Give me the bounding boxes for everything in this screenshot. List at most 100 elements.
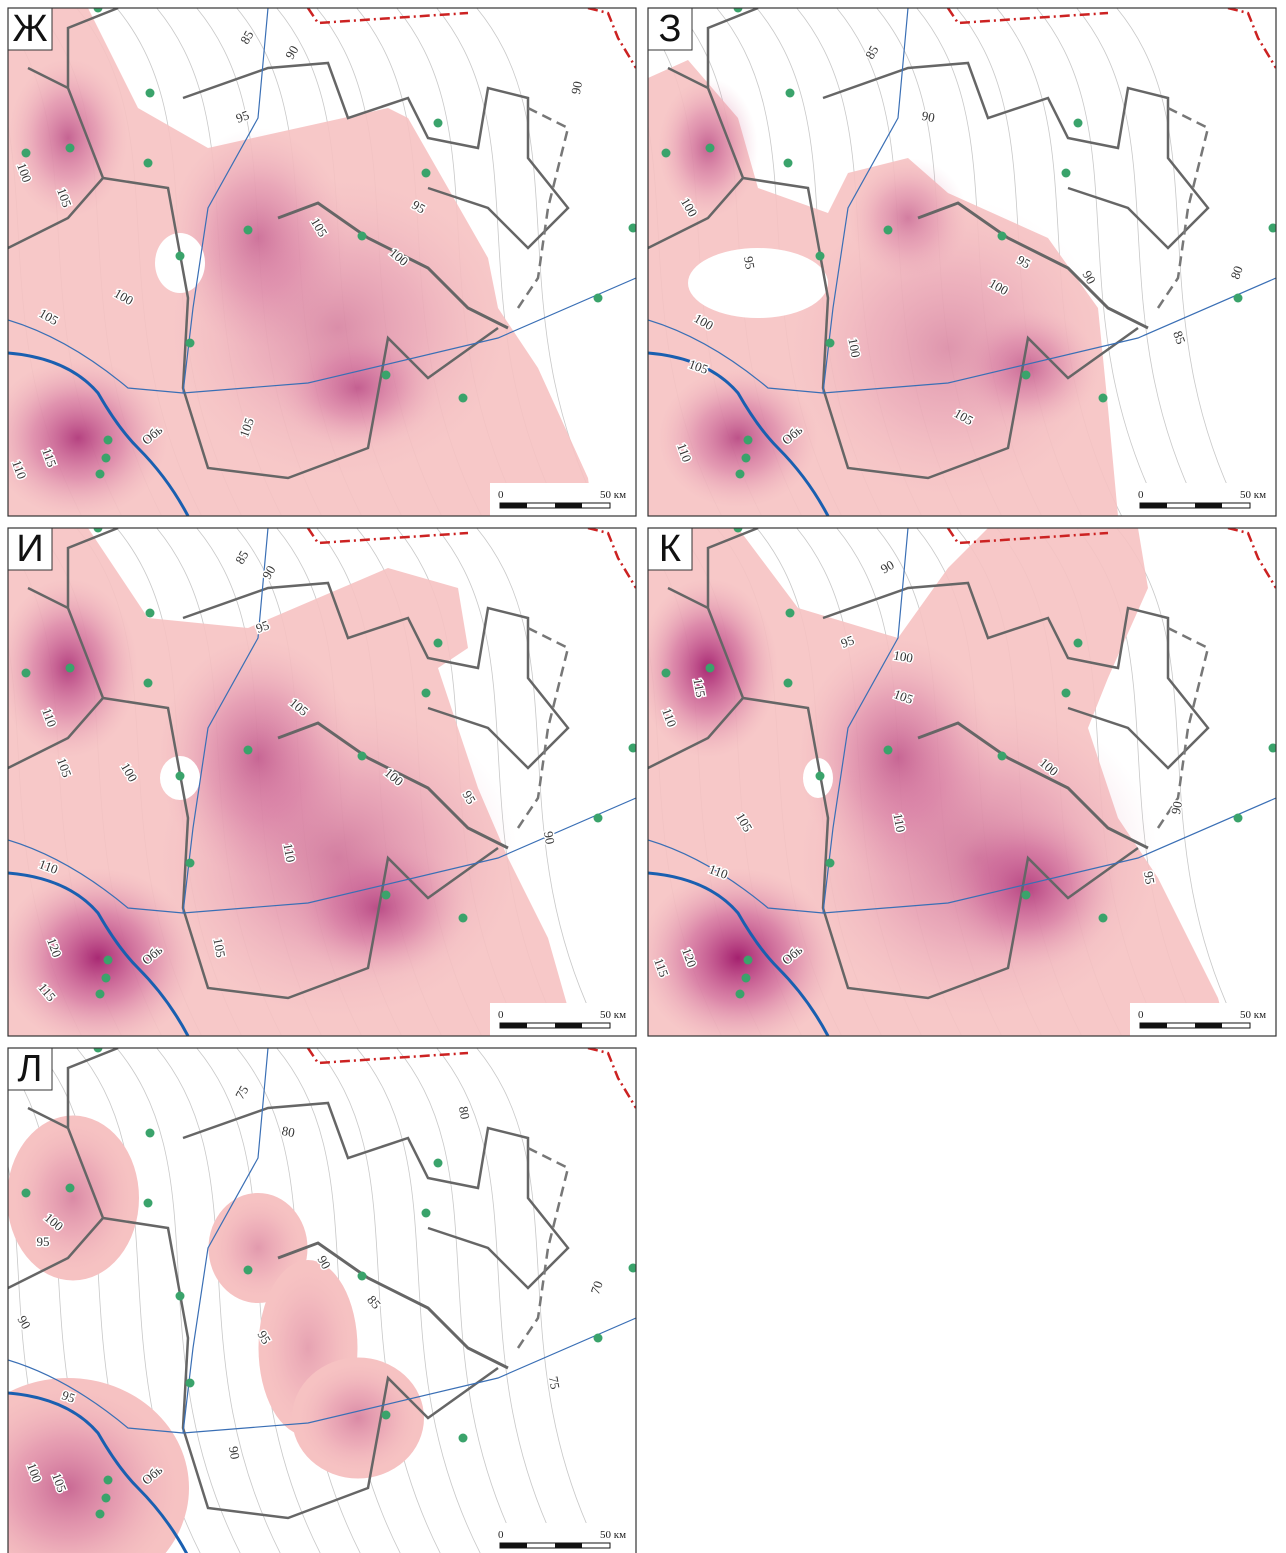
contour-label: 115	[690, 677, 708, 698]
panel-frame	[7, 527, 637, 1037]
settlement-dot	[433, 118, 443, 128]
density-blob	[278, 328, 438, 448]
settlement-dot	[185, 1378, 195, 1388]
region-border-dashed	[516, 626, 570, 829]
settlement-dot	[21, 668, 31, 678]
settlement-dot	[883, 225, 893, 235]
settlement-dot	[143, 158, 153, 168]
settlement-dot	[21, 148, 31, 158]
settlement-dot	[1021, 370, 1031, 380]
settlement-dot	[705, 663, 715, 673]
river-ob	[648, 351, 830, 516]
river-ob	[8, 871, 190, 1036]
letter-box	[8, 8, 53, 51]
settlement-dot	[101, 1493, 111, 1503]
settlement-dot	[433, 638, 443, 648]
density-blob	[8, 58, 128, 218]
settlement-dot	[735, 469, 745, 479]
settlement-dot	[103, 955, 113, 965]
settlement-dot	[103, 1475, 113, 1485]
isoline	[315, 1048, 441, 1553]
settlement-dot	[1268, 743, 1276, 753]
settlement-dot	[421, 168, 431, 178]
settlement-dot	[21, 1188, 31, 1198]
settlement-dot	[1073, 638, 1083, 648]
settlement-dot	[103, 435, 113, 445]
density-blob	[958, 308, 1098, 428]
contour-label: 110	[890, 812, 908, 833]
white-hole	[155, 233, 205, 293]
contour-label: 100	[892, 647, 914, 665]
contour-label: 80	[456, 1105, 473, 1120]
contour-label: 90	[921, 108, 936, 125]
scale-start: 0	[498, 489, 504, 501]
settlement-dot	[433, 1158, 443, 1168]
scale-bar-segment	[500, 1543, 527, 1548]
settlement-dot	[357, 1271, 367, 1281]
settlement-dot	[143, 1198, 153, 1208]
settlement-dot	[1073, 118, 1083, 128]
settlement-dot	[733, 528, 743, 533]
settlement-dot	[593, 813, 603, 823]
scale-start: 0	[1138, 1009, 1144, 1021]
isoline	[115, 1048, 241, 1553]
panel-letter: Ж	[12, 8, 47, 50]
settlement-dot	[421, 688, 431, 698]
settlement-dot	[825, 858, 835, 868]
isoline	[355, 1048, 481, 1553]
river-ob	[648, 871, 830, 1036]
region-border	[277, 201, 509, 330]
panel-letter: И	[16, 528, 43, 570]
region-border-dashed	[1156, 626, 1210, 829]
settlement-dot	[65, 143, 75, 153]
panel-letter: К	[659, 528, 681, 570]
panel-frame	[7, 1047, 637, 1553]
scale-bar-segment	[555, 1023, 582, 1028]
white-hole	[688, 248, 828, 318]
settlement-dot	[743, 955, 753, 965]
settlement-dot	[783, 678, 793, 688]
isoline	[1075, 8, 1203, 516]
letter-box	[8, 1048, 53, 1091]
panel-letter: Л	[18, 1048, 43, 1090]
settlement-dot	[997, 231, 1007, 241]
settlement-dot	[381, 890, 391, 900]
settlement-dot	[175, 251, 185, 261]
settlement-dot	[661, 148, 671, 158]
scale-box	[1130, 1003, 1276, 1036]
state-border	[306, 1048, 636, 1109]
settlement-dot	[458, 913, 468, 923]
contour-label: 110	[280, 842, 298, 863]
contour-label: 95	[37, 1234, 50, 1249]
settlement-dot	[815, 251, 825, 261]
settlement-dot	[1021, 890, 1031, 900]
state-border	[306, 528, 636, 589]
scale-end: 50 км	[1240, 489, 1266, 501]
settlement-dot	[593, 293, 603, 303]
density-blob	[8, 868, 198, 1036]
panel-frame	[7, 7, 637, 517]
scale-bar-segment	[1140, 1023, 1167, 1028]
settlement-dot	[93, 8, 103, 13]
river	[8, 528, 636, 914]
region-border	[277, 1241, 509, 1370]
density-blob	[658, 368, 818, 508]
settlement-dot	[628, 1263, 636, 1273]
settlement-dot	[741, 453, 751, 463]
scale-box	[490, 483, 636, 516]
settlement-dot	[145, 1128, 155, 1138]
isoline	[1115, 8, 1243, 516]
settlement-dot	[883, 745, 893, 755]
letter-box	[648, 528, 693, 571]
settlement-dot	[145, 88, 155, 98]
scale-start: 0	[1138, 489, 1144, 501]
settlement-dot	[593, 1333, 603, 1343]
river-ob	[8, 1391, 189, 1553]
settlement-dot	[381, 370, 391, 380]
region-border	[917, 721, 1149, 850]
